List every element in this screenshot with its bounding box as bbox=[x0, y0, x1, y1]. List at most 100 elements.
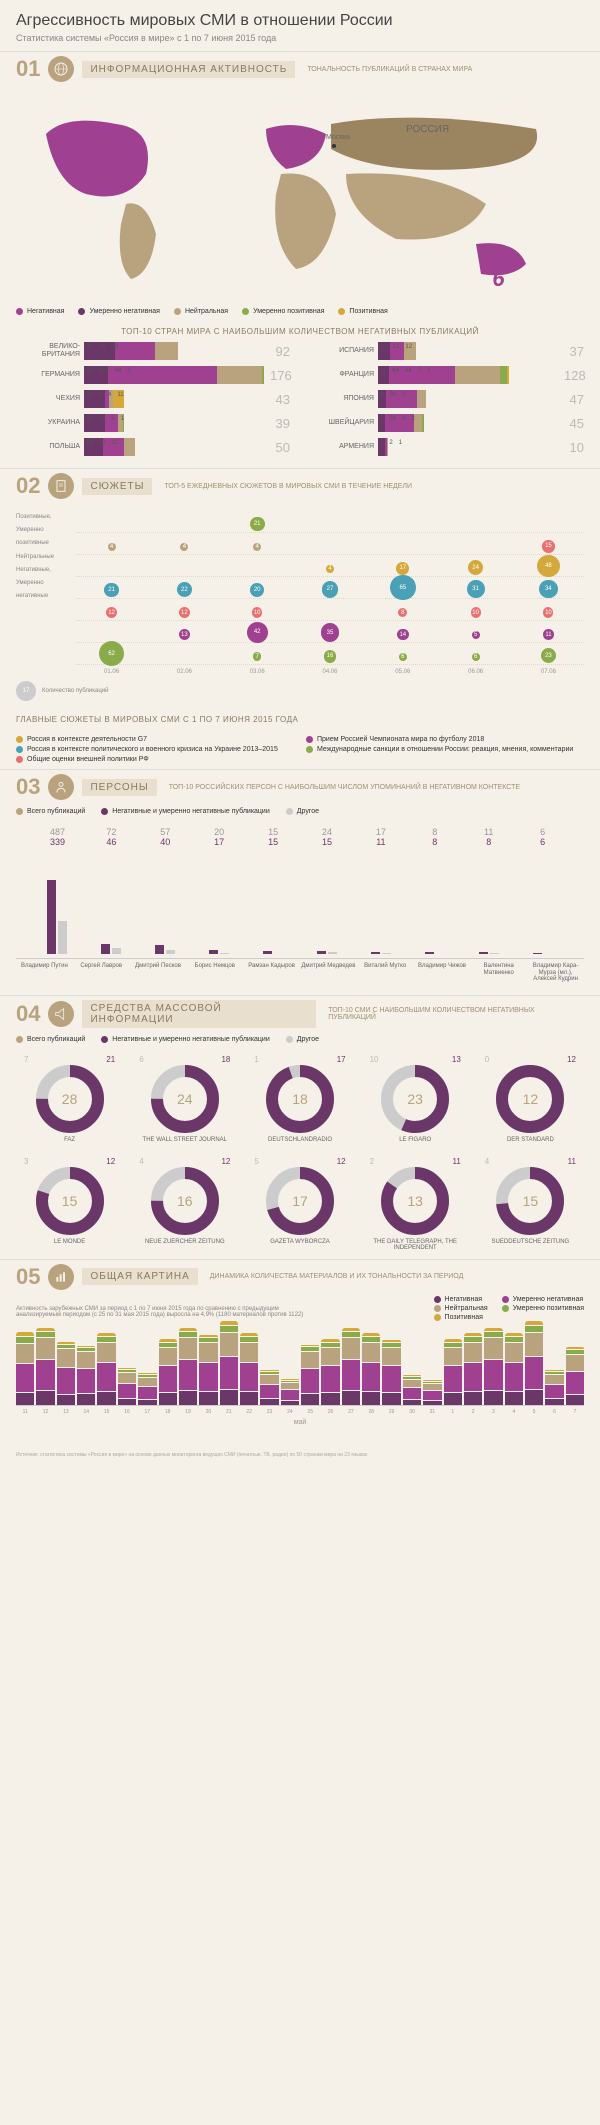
timeline-col bbox=[281, 1379, 299, 1405]
section-03-head: 03 ПЕРСОНЫ ТОП-10 РОССИЙСКИХ ПЕРСОН С НА… bbox=[0, 769, 600, 804]
chart-icon bbox=[48, 1264, 74, 1290]
map-section: Москва РОССИЯ Грузия 6 bbox=[0, 86, 600, 302]
header: Агрессивность мировых СМИ в отношении Ро… bbox=[0, 0, 600, 51]
timeline-legend: НегативнаяУмеренно негативнаяНейтральная… bbox=[434, 1296, 584, 1321]
timeline-col bbox=[118, 1368, 136, 1405]
media-donut: 618 24 THE WALL STREET JOURNAL bbox=[131, 1055, 238, 1143]
legend-item: Умеренно негативная bbox=[78, 308, 159, 315]
timeline-col bbox=[484, 1328, 502, 1405]
timeline-col bbox=[260, 1370, 278, 1405]
top10-row: ПОЛЬША 192011 50 bbox=[16, 438, 290, 456]
story-legend: Россия в контексте деятельности G7 Прием … bbox=[0, 730, 600, 769]
section-title: ПЕРСОНЫ bbox=[82, 779, 156, 796]
story-legend-item: Прием Россией Чемпионата мира по футболу… bbox=[306, 736, 584, 743]
story-legend-item: Общие оценки внешней политики РФ bbox=[16, 756, 294, 763]
person-col: 7246 bbox=[86, 827, 137, 954]
footer-source: Источник: статистика системы «Россия в м… bbox=[0, 1446, 600, 1470]
persons-chart: 487339 7246 5740 2017 1515 2415 1711 88 bbox=[16, 819, 584, 959]
bubble-row: 13423514511 bbox=[76, 621, 584, 643]
timeline-col bbox=[464, 1333, 482, 1405]
page-subtitle: Статистика системы «Россия в мире» с 1 п… bbox=[16, 33, 584, 43]
person-col: 5740 bbox=[140, 827, 191, 954]
person-col: 1711 bbox=[355, 827, 406, 954]
top10-title: ТОП-10 СТРАН МИРА С НАИБОЛЬШИМ КОЛИЧЕСТВ… bbox=[0, 327, 600, 336]
timeline-col bbox=[138, 1373, 156, 1405]
timeline-col bbox=[362, 1333, 380, 1405]
page-title: Агрессивность мировых СМИ в отношении Ро… bbox=[16, 12, 584, 30]
stories-title: ГЛАВНЫЕ СЮЖЕТЫ В МИРОВЫХ СМИ С 1 ПО 7 ИЮ… bbox=[0, 715, 600, 724]
globe-icon bbox=[48, 56, 74, 82]
timeline-desc: Активность зарубежных СМИ за период с 1 … bbox=[16, 1302, 316, 1326]
timeline-section: Активность зарубежных СМИ за период с 1 … bbox=[0, 1294, 600, 1446]
person-col: 2415 bbox=[302, 827, 353, 954]
bubble-row: 627166623 bbox=[76, 643, 584, 665]
russia-label: РОССИЯ bbox=[406, 124, 449, 135]
media-donut: 211 13 THE DAILY TELEGRAPH, THE INDEPEND… bbox=[362, 1157, 469, 1251]
legend-item: Негативная bbox=[16, 308, 64, 315]
person-names: Владимир ПутинСергей ЛавровДмитрий Песко… bbox=[0, 959, 600, 995]
timeline-col bbox=[179, 1328, 197, 1405]
top10-row: ЯПОНИЯ 8309 47 bbox=[310, 390, 584, 408]
media-donuts: 721 28 FAZ 618 24 THE WALL STREET JOURNA… bbox=[0, 1047, 600, 1259]
south-america bbox=[120, 203, 156, 279]
section-02-head: 02 СЮЖЕТЫ ТОП-5 ЕЖЕДНЕВНЫХ СЮЖЕТОВ В МИР… bbox=[0, 468, 600, 503]
timeline-col bbox=[240, 1333, 258, 1405]
legend-item: Умеренно позитивная bbox=[242, 308, 324, 315]
timeline-col bbox=[321, 1339, 339, 1405]
section-01-head: 01 ИНФОРМАЦИОННАЯ АКТИВНОСТЬ ТОНАЛЬНОСТЬ… bbox=[0, 51, 600, 86]
timeline-col bbox=[77, 1346, 95, 1405]
timeline-col bbox=[545, 1370, 563, 1405]
timeline-col bbox=[342, 1328, 360, 1405]
story-legend-item: Россия в контексте деятельности G7 bbox=[16, 736, 294, 743]
section-sub: ТОП-10 СМИ С НАИБОЛЬШИМ КОЛИЧЕСТВОМ НЕГА… bbox=[328, 1007, 584, 1021]
timeline-col bbox=[199, 1335, 217, 1405]
top10-row: ЧЕХИЯ 213411 43 bbox=[16, 390, 290, 408]
timeline-chart bbox=[16, 1326, 584, 1406]
media-donut: 512 17 GAZETA WYBORCZA bbox=[246, 1157, 353, 1251]
bubble-row: 12121081010 bbox=[76, 599, 584, 621]
person-icon bbox=[48, 774, 74, 800]
bubble-chart: Позитивные, Умеренно позитивныеНейтральн… bbox=[0, 503, 600, 709]
person-col: 1515 bbox=[248, 827, 299, 954]
map-legend: Негативная Умеренно негативная Нейтральная… bbox=[0, 302, 600, 321]
section-num: 03 bbox=[16, 774, 40, 800]
section-sub: ТОП-10 РОССИЙСКИХ ПЕРСОН С НАИБОЛЬШИМ ЧИ… bbox=[169, 784, 520, 791]
media-donut: 412 16 NEUE ZUERCHER ZEITUNG bbox=[131, 1157, 238, 1251]
legend-item: Позитивная bbox=[338, 308, 387, 315]
bubble-row: 21 bbox=[76, 511, 584, 533]
media-donut: 117 18 DEUTSCHLANDRADIO bbox=[246, 1055, 353, 1143]
media-legend: Всего публикацийНегативные и умеренно не… bbox=[0, 1032, 600, 1047]
persons-legend: Всего публикацийНегативные и умеренно не… bbox=[0, 804, 600, 819]
georgia-callout: Грузия 6 bbox=[492, 259, 514, 292]
section-05-head: 05 ОБЩАЯ КАРТИНА ДИНАМИКА КОЛИЧЕСТВА МАТ… bbox=[0, 1259, 600, 1294]
count-label: Количество публикаций bbox=[42, 688, 108, 694]
story-legend-item: Международные санкции в отношении России… bbox=[306, 746, 584, 753]
section-title: ОБЩАЯ КАРТИНА bbox=[82, 1268, 197, 1285]
timeline-col bbox=[36, 1328, 54, 1405]
legend-item: Нейтральная bbox=[174, 308, 228, 315]
section-sub: ТОП-5 ЕЖЕДНЕВНЫХ СЮЖЕТОВ В МИРОВЫХ СМИ В… bbox=[164, 483, 412, 490]
top10-row: ИСПАНИЯ 121312 37 bbox=[310, 342, 584, 360]
timeline-dates: 1112131415161718192021222324252627282930… bbox=[16, 1406, 584, 1415]
top10-row: ВЕЛИКО-БРИТАНИЯ 303923 92 bbox=[16, 342, 290, 360]
asia bbox=[346, 173, 486, 239]
timeline-col bbox=[301, 1345, 319, 1405]
megaphone-icon bbox=[48, 1001, 74, 1027]
media-donut: 411 15 SUEDDEUTSCHE ZEITUNG bbox=[477, 1157, 584, 1251]
section-num: 05 bbox=[16, 1264, 40, 1290]
europe bbox=[266, 125, 326, 169]
month-may: май bbox=[16, 1415, 584, 1430]
top10-row: АРМЕНИЯ 721 10 bbox=[310, 438, 584, 456]
bubble-row: 21222027653134 bbox=[76, 577, 584, 599]
person-col: 2017 bbox=[194, 827, 245, 954]
top10-row: ШВЕЙЦАРИЯ 72882 45 bbox=[310, 414, 584, 432]
media-donut: 721 28 FAZ bbox=[16, 1055, 123, 1143]
section-sub: ДИНАМИКА КОЛИЧЕСТВА МАТЕРИАЛОВ И ИХ ТОНА… bbox=[210, 1273, 464, 1280]
person-col: 118 bbox=[463, 827, 514, 954]
top10-row: УКРАИНА 211251 39 bbox=[16, 414, 290, 432]
timeline-col bbox=[382, 1340, 400, 1405]
media-donut: 1013 23 LE FIGARO bbox=[362, 1055, 469, 1143]
world-map: Москва РОССИЯ Грузия 6 bbox=[16, 94, 584, 294]
timeline-col bbox=[505, 1333, 523, 1405]
section-title: СЮЖЕТЫ bbox=[82, 478, 152, 495]
